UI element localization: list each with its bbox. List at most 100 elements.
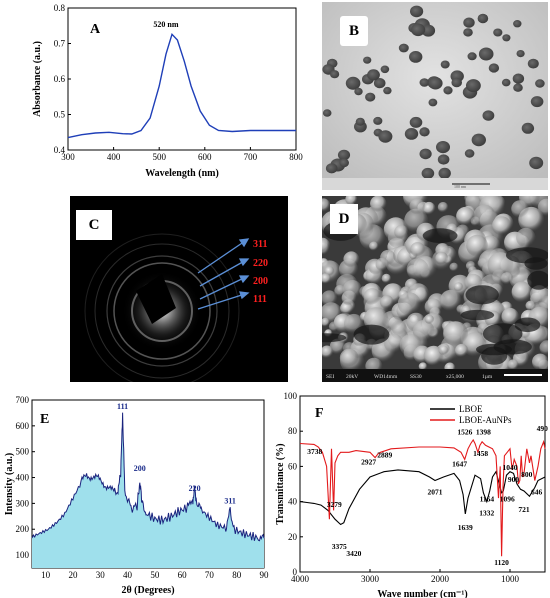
sem-grain xyxy=(381,273,392,284)
tem-nanoparticle xyxy=(419,78,430,87)
tem-nanoparticle xyxy=(421,167,435,179)
tem-nanoparticle xyxy=(501,78,511,87)
sem-grain xyxy=(438,345,449,356)
tem-nanoparticle xyxy=(502,34,511,42)
sem-grain xyxy=(525,300,536,311)
sem-pore xyxy=(322,333,347,343)
sem-grain xyxy=(343,251,360,268)
sem-grain xyxy=(456,206,475,226)
uv-plot-frame xyxy=(67,7,297,151)
tem-nanoparticle xyxy=(477,13,489,24)
sem-grain xyxy=(437,202,449,213)
sem-pore xyxy=(514,317,541,333)
sem-info-bar: SEI 20kV WD14mm SS30 x25,000 1µm xyxy=(326,374,493,380)
tem-nanoparticle xyxy=(337,149,351,161)
xrd-y-tick-label: 200 xyxy=(16,524,30,534)
uv-y-tick-label: 0.6 xyxy=(54,74,66,84)
sem-grain xyxy=(397,292,421,316)
xrd-area-fill xyxy=(32,412,264,568)
tem-nanoparticle xyxy=(373,116,383,125)
panel-c-letter: C xyxy=(88,216,100,233)
sem-micrograph: SEI 20kV WD14mm SS30 x25,000 1µm xyxy=(322,196,548,382)
ftir-x-tick-label: 1000 xyxy=(501,574,520,584)
panel-e-letter: E xyxy=(40,412,49,427)
tem-nanoparticle xyxy=(410,5,424,18)
panel-d-letter-box: D xyxy=(330,204,358,234)
ftir-peak-annotation: 3279 xyxy=(327,500,342,509)
sem-grain xyxy=(322,198,331,212)
tem-nanoparticle xyxy=(365,92,376,102)
tem-nanoparticle xyxy=(521,122,535,134)
ftir-peak-annotation: 1639 xyxy=(458,523,473,532)
sem-grain xyxy=(529,285,548,304)
sem-grain xyxy=(406,258,429,281)
sem-pore xyxy=(524,257,548,270)
ftir-peak-annotation: 900 xyxy=(508,475,520,484)
sem-grain xyxy=(322,345,334,359)
uv-x-tick-label: 800 xyxy=(289,152,303,162)
uv-x-tick-label: 300 xyxy=(61,152,75,162)
xrd-x-tick-label: 20 xyxy=(68,570,78,580)
sem-grain xyxy=(440,289,462,312)
tem-nanoparticle xyxy=(513,83,523,92)
xrd-peak-label: 200 xyxy=(134,464,146,473)
tem-nanoparticle xyxy=(451,77,462,88)
sem-grain xyxy=(412,320,435,342)
sem-grain xyxy=(455,343,469,358)
sem-grain xyxy=(322,237,331,253)
xrd-y-tick-label: 400 xyxy=(16,473,30,483)
sem-grain xyxy=(394,225,409,240)
uv-absorbance-line xyxy=(67,32,296,139)
saed-pattern: 311 220 200 111 xyxy=(84,233,268,389)
uv-y-tick-label: 0.7 xyxy=(54,39,66,49)
ftir-peak-annotation: 800 xyxy=(521,470,533,479)
tem-nanoparticle xyxy=(325,163,338,174)
ftir-x-axis-label: Wave number (cm⁻¹) xyxy=(377,589,467,598)
saed-label-220: 220 xyxy=(253,258,268,269)
saed-label-200: 200 xyxy=(253,276,268,287)
sem-grain xyxy=(384,333,404,354)
sem-pore xyxy=(465,285,499,305)
sem-pore xyxy=(422,228,458,244)
ftir-peak-annotation: 2889 xyxy=(377,451,392,460)
xrd-pattern-line xyxy=(31,412,265,542)
panel-c-saed-image: 311 220 200 111 C xyxy=(70,196,288,389)
ftir-y-axis-label: Transmittance (%) xyxy=(275,443,286,524)
xrd-peak-label: 220 xyxy=(189,484,201,493)
tem-nanoparticle xyxy=(398,43,409,53)
panel-f-ftir-chart: 4000 3000 2000 1000 0 20 40 60 80 100 Wave number … xyxy=(275,391,548,598)
panel-d-letter: D xyxy=(338,210,350,227)
tem-nanoparticle xyxy=(516,50,525,58)
uv-x-tick-label: 700 xyxy=(244,152,258,162)
tem-nanoparticle xyxy=(530,96,544,108)
xrd-x-tick-label: 70 xyxy=(205,570,215,580)
tem-nanoparticle xyxy=(378,130,393,143)
tem-nanoparticle xyxy=(436,141,450,154)
uv-peak-annotation: 520 nm xyxy=(153,20,178,29)
tem-nanoparticle xyxy=(443,86,453,95)
tem-nanoparticle xyxy=(380,65,390,74)
xrd-x-tick-label: 30 xyxy=(96,570,106,580)
sem-grain xyxy=(473,204,496,228)
panel-b-tem-image: 100 nm B xyxy=(322,2,548,190)
uv-x-axis-label: Wavelength (nm) xyxy=(145,168,219,179)
sem-grain xyxy=(339,348,359,368)
ftir-y-tick-label: 80 xyxy=(288,426,298,436)
sem-grain xyxy=(532,353,548,371)
ftir-peak-annotation: 1458 xyxy=(473,449,488,458)
xrd-x-tick-label: 60 xyxy=(178,570,188,580)
sem-grain xyxy=(425,315,435,325)
sem-grain xyxy=(322,317,330,327)
saed-arrows xyxy=(197,238,250,310)
uv-x-tick-label: 500 xyxy=(152,152,166,162)
tem-nanoparticle xyxy=(535,79,545,88)
tem-nanoparticle xyxy=(428,98,438,107)
sem-grain xyxy=(500,272,514,285)
tem-nanoparticle xyxy=(419,148,432,160)
sem-pore xyxy=(353,324,390,345)
xrd-x-tick-label: 40 xyxy=(123,570,133,580)
ftir-peak-annotation: 721 xyxy=(518,505,530,514)
tem-nanoparticle xyxy=(466,79,481,93)
tem-scale-text: 100 nm xyxy=(454,184,467,189)
